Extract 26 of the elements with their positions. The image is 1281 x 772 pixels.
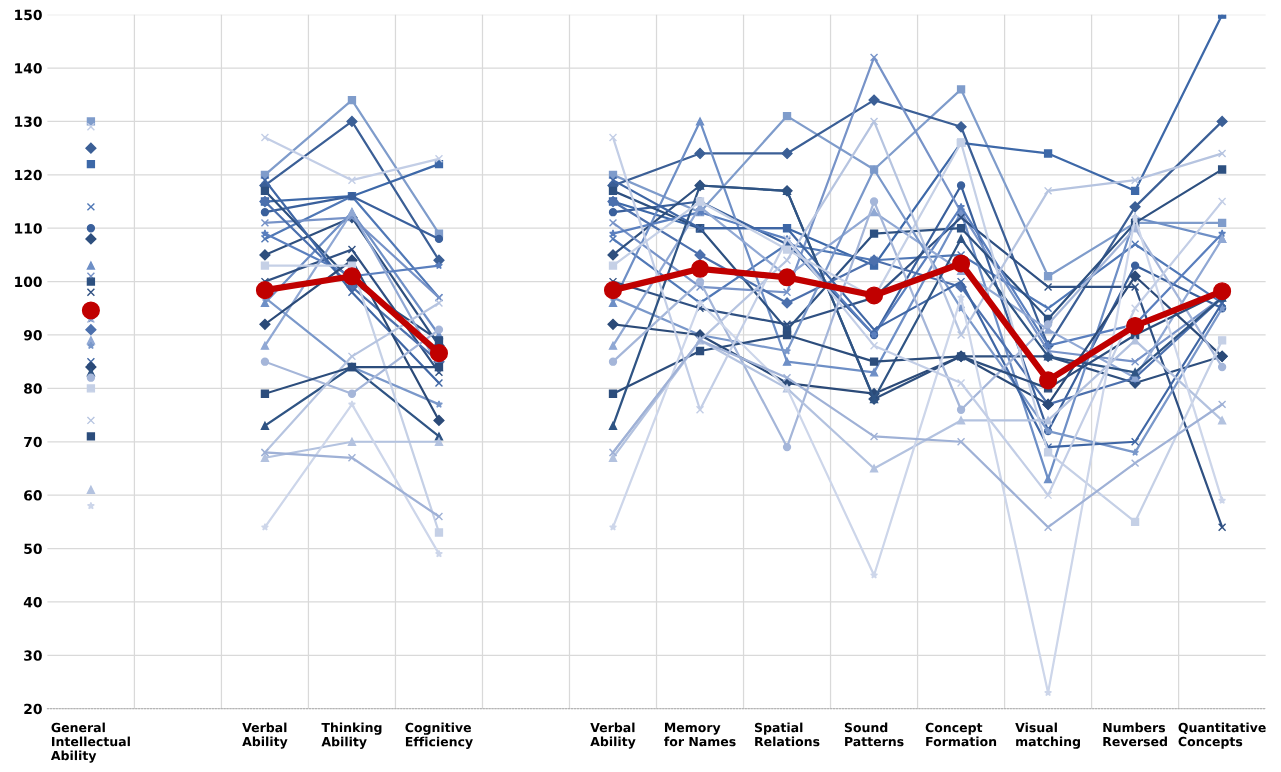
x-tick-label: Visual matching bbox=[1015, 722, 1080, 749]
y-tick-label: 130 bbox=[15, 116, 42, 127]
x-tick-label: Verbal Ability bbox=[242, 722, 288, 749]
y-tick-label: 20 bbox=[24, 703, 42, 715]
x-tick-label: Verbal Ability bbox=[590, 722, 636, 749]
y-tick-label: 140 bbox=[15, 63, 42, 74]
y-tick-label: 100 bbox=[15, 276, 42, 288]
y-tick-label: 40 bbox=[23, 596, 42, 608]
x-tick-label: Concept Formation bbox=[925, 722, 997, 747]
x-tick-label: Spatial Relations bbox=[754, 722, 820, 747]
y-tick-label: 150 bbox=[15, 9, 42, 21]
y-tick-label: 90 bbox=[23, 329, 42, 341]
y-tick-label: 70 bbox=[24, 436, 42, 448]
x-tick-label: Cognitive Efficiency bbox=[405, 722, 473, 749]
y-tick-label: 80 bbox=[24, 383, 42, 394]
y-tick-label: 50 bbox=[24, 543, 42, 555]
x-tick-label: Quantitative Concepts bbox=[1178, 722, 1266, 749]
x-tick-label: Thinking Ability bbox=[321, 722, 382, 749]
y-tick-label: 30 bbox=[24, 650, 42, 661]
x-tick-label: General Intellectual Ability bbox=[50, 722, 130, 763]
y-tick-label: 60 bbox=[24, 490, 42, 501]
y-tick-label: 110 bbox=[15, 223, 42, 234]
y-tick-label: 120 bbox=[15, 169, 42, 181]
x-tick-label: Memory for Names bbox=[664, 722, 736, 747]
x-tick-label: Numbers Reversed bbox=[1103, 722, 1167, 747]
x-tick-label: Sound Patterns bbox=[844, 722, 904, 747]
